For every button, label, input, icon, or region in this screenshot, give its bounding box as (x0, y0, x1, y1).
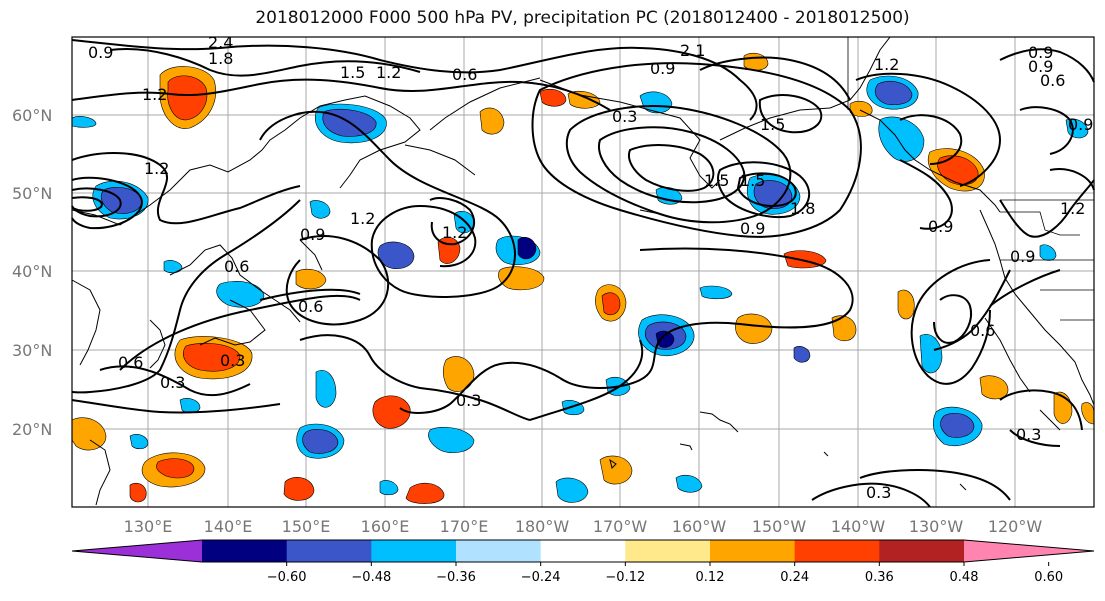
lon-label: 160°W (672, 517, 727, 536)
colorbar-bin (540, 540, 626, 562)
colorbar-bin (710, 540, 796, 562)
contour-label: 2.4 (208, 33, 233, 52)
contour-label: 0.9 (88, 43, 113, 62)
contour-label: 0.3 (866, 483, 891, 502)
contour-labels: 0.9 2.4 1.8 1.5 1.2 0.6 2.1 0.9 1.2 0.9 … (88, 33, 1093, 502)
colorbar-tick-label: −0.36 (436, 570, 476, 585)
lon-label: 150°W (752, 517, 807, 536)
contour-label: 1.2 (442, 223, 467, 242)
colorbar-extend-min (72, 540, 202, 562)
colorbar-outline (71, 539, 1095, 563)
contour-label: 1.2 (1060, 199, 1085, 218)
lon-label: 140°E (204, 517, 253, 536)
contour-label: 1.2 (142, 85, 167, 104)
lat-label: 20°N (12, 420, 52, 439)
colorbar-tick-label: −0.12 (605, 570, 645, 585)
contour-label: 0.3 (220, 351, 245, 370)
contour-label: 1.2 (144, 159, 169, 178)
colorbar-bin (456, 540, 542, 562)
lon-label: 160°E (361, 517, 410, 536)
lon-label: 130°E (124, 517, 173, 536)
colorbar-bin (202, 540, 288, 562)
contour-label: 0.3 (1016, 425, 1041, 444)
contour-label: 1.2 (376, 63, 401, 82)
contour-label: 0.9 (300, 225, 325, 244)
colorbar-bin (879, 540, 965, 562)
map-panel (71, 36, 1095, 508)
lat-label: 60°N (12, 106, 52, 125)
lat-label: 40°N (12, 262, 52, 281)
contour-label: 0.9 (1028, 43, 1053, 62)
contour-label: 0.9 (1010, 247, 1035, 266)
lon-label: 180°W (515, 517, 570, 536)
lon-label: 170°E (440, 517, 489, 536)
lon-label: 170°W (593, 517, 648, 536)
latitude-labels: 60°N 50°N 40°N 30°N 20°N (12, 106, 52, 439)
contour-label: 0.6 (224, 257, 249, 276)
lon-label: 120°W (988, 517, 1043, 536)
contour-label: 1.5 (340, 63, 365, 82)
colorbar-tick-label: 0.48 (950, 570, 979, 585)
lon-label: 140°W (831, 517, 886, 536)
colorbar-bin (371, 540, 457, 562)
lat-label: 30°N (12, 341, 52, 360)
contour-label: 0.9 (1028, 57, 1053, 76)
colorbar-tick-label: −0.24 (521, 570, 561, 585)
colorbar-extend-max (964, 540, 1094, 562)
contour-label: 1.5 (760, 115, 785, 134)
contour-label: 0.9 (740, 219, 765, 238)
contour-label: 0.3 (160, 373, 185, 392)
contour-label: 1.8 (208, 49, 233, 68)
colorbar-tick-label: 0.60 (1034, 570, 1063, 585)
colorbar-bin (286, 540, 372, 562)
contour-label: 1.2 (874, 55, 899, 74)
lon-label: 150°E (282, 517, 331, 536)
precip-positive-areas (71, 52, 1095, 504)
contour-label: 0.3 (456, 391, 481, 410)
contour-label: 0.3 (612, 107, 637, 126)
colorbar-tick-label: 0.12 (696, 570, 725, 585)
longitude-labels: 130°E 140°E 150°E 160°E 170°E 180°W 170°… (124, 517, 1043, 536)
contour-label: 0.6 (118, 353, 143, 372)
contour-label: 1.5 (704, 171, 729, 190)
map-title: 2018012000 F000 500 hPa PV, precipitatio… (255, 8, 910, 28)
contour-label: 0.6 (1040, 71, 1065, 90)
colorbar-bin (794, 540, 880, 562)
coastlines (71, 36, 1095, 506)
contour-label: 0.6 (452, 65, 477, 84)
contour-label: 1.2 (350, 209, 375, 228)
colorbar: −0.60 −0.48 −0.36 −0.24 −0.12 0.12 0.24 0.36 0.4… (71, 539, 1095, 585)
contour-label: 1.5 (740, 171, 765, 190)
contour-label: 0.9 (1068, 115, 1093, 134)
colorbar-tick-label: 0.36 (865, 570, 894, 585)
contour-label: 0.6 (298, 297, 323, 316)
contour-label: 1.8 (790, 199, 815, 218)
colorbar-tick-label: 0.24 (780, 570, 809, 585)
colorbar-bin (625, 540, 711, 562)
contour-label: 0.9 (650, 59, 675, 78)
colorbar-tick-label: −0.60 (267, 570, 307, 585)
lon-label: 130°W (909, 517, 964, 536)
contour-label: 0.6 (970, 321, 995, 340)
pv-contours (71, 39, 1095, 508)
colorbar-tick-label: −0.48 (351, 570, 391, 585)
map-frame (71, 36, 1095, 508)
lat-label: 50°N (12, 184, 52, 203)
contour-label: 2.1 (680, 41, 705, 60)
contour-label: 0.9 (928, 217, 953, 236)
islands (609, 411, 967, 491)
